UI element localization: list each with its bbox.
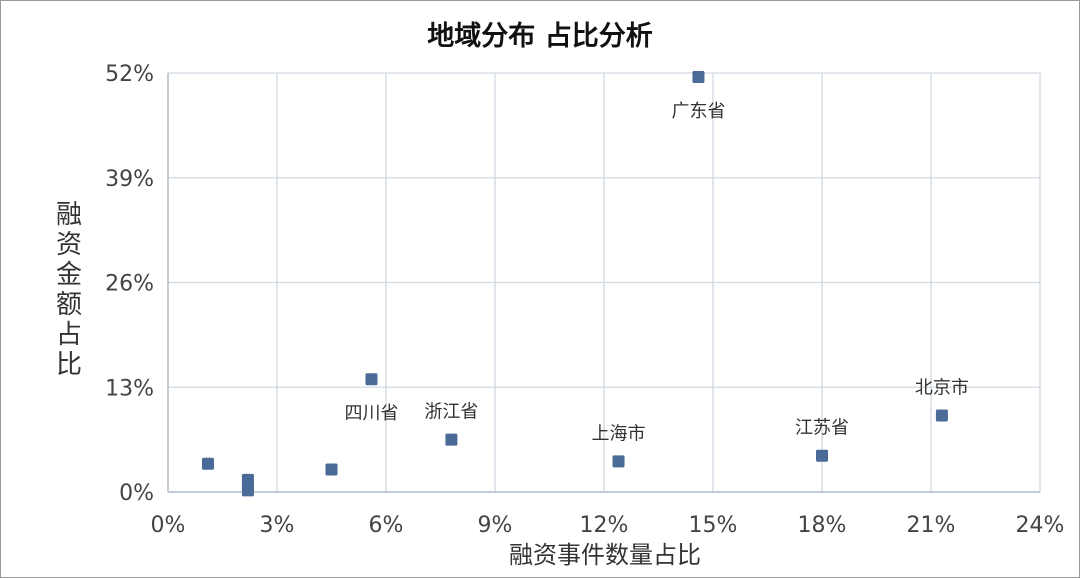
data-point [241,484,254,497]
data-point [325,463,338,476]
data-point [201,457,214,470]
data-point-label: 浙江省 [424,402,478,423]
x-tick-label: 9% [478,513,513,538]
x-tick-label: 12% [580,513,629,538]
data-point [692,71,705,84]
x-tick-label: 24% [1016,513,1065,538]
x-tick-label: 15% [689,513,738,538]
data-point-label: 四川省 [344,403,398,424]
data-point [365,373,378,386]
data-point-label: 北京市 [915,377,969,398]
x-axis-label: 融资事件数量占比 [509,541,701,569]
chart-title: 地域分布 占比分析 [427,21,653,52]
data-point-label: 广东省 [671,101,725,122]
x-tick-label: 6% [369,513,404,538]
y-axis-label: 融资金额占比 [55,200,82,380]
data-point [445,433,458,446]
y-tick-label: 0% [119,481,154,506]
x-tick-label: 3% [260,513,295,538]
y-tick-label: 13% [105,376,154,401]
x-tick-label: 0% [151,513,186,538]
y-tick-label: 39% [105,167,154,192]
y-tick-label: 26% [105,272,154,297]
y-tick-label: 52% [105,62,154,87]
data-point-label: 上海市 [592,423,646,444]
data-point-label: 江苏省 [795,418,849,439]
x-tick-label: 18% [798,513,847,538]
data-point [612,455,625,468]
data-point [935,409,948,422]
x-tick-label: 21% [907,513,956,538]
data-point [816,449,828,462]
